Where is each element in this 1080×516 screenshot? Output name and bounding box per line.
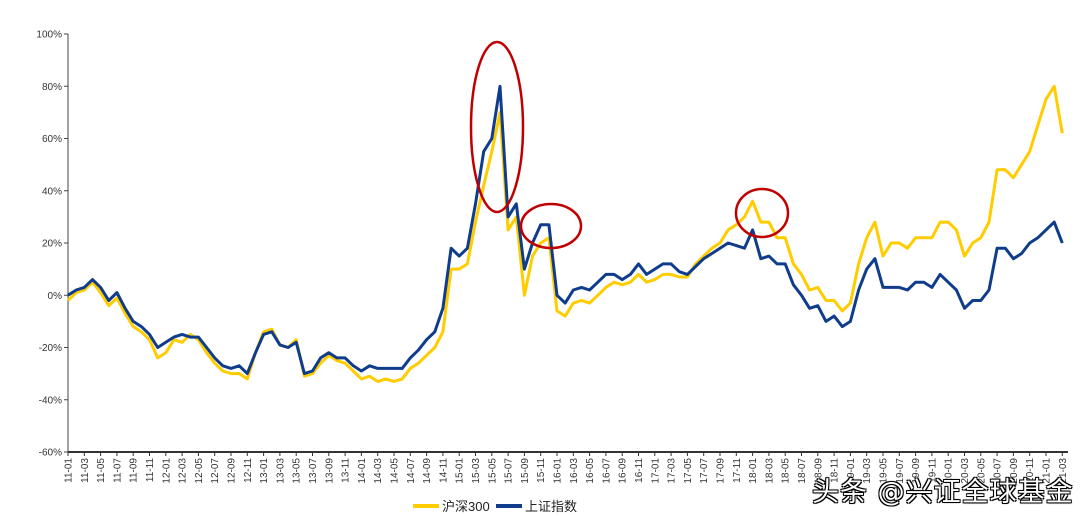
- annotation-ellipse: [734, 187, 790, 239]
- x-tick-label: 16-09: [618, 458, 629, 484]
- x-tick-label: 18-05: [781, 458, 792, 484]
- x-tick-label: 13-05: [292, 458, 303, 484]
- x-tick-label: 20-07: [993, 458, 1004, 484]
- series-line-csi300: [66, 84, 1064, 383]
- x-tick-label: 19-11: [927, 458, 938, 483]
- x-tick-label: 13-11: [341, 458, 352, 483]
- y-tick-label: -20%: [39, 343, 62, 354]
- x-tick-label: 15-07: [504, 458, 515, 484]
- y-tick-label: 0%: [48, 291, 63, 302]
- y-tick-label: 60%: [42, 134, 62, 145]
- legend-item-csi300: 沪深300: [413, 496, 490, 515]
- x-tick-label: 14-03: [373, 458, 384, 484]
- x-tick-label: 12-09: [227, 458, 238, 484]
- x-tick-label: 20-11: [1025, 458, 1036, 483]
- x-tick-label: 18-09: [813, 458, 824, 484]
- x-tick-label: 16-11: [634, 458, 645, 483]
- x-tick-label: 14-07: [406, 458, 417, 484]
- x-tick-label: 12-01: [161, 458, 172, 484]
- x-tick-label: 13-03: [275, 458, 286, 484]
- x-tick-label: 16-03: [569, 458, 580, 484]
- y-tick-label: -60%: [39, 448, 62, 459]
- x-tick-label: 11-05: [96, 458, 107, 483]
- x-tick-label: 13-01: [259, 458, 270, 484]
- legend-label-csi300: 沪深300: [442, 499, 490, 514]
- x-tick-label: 18-07: [797, 458, 808, 484]
- watermark: 头条 @兴证全球基金: [812, 477, 1074, 508]
- x-tick-label: 18-11: [830, 458, 841, 483]
- x-tick-label: 14-05: [390, 458, 401, 484]
- x-tick-label: 19-05: [879, 458, 890, 484]
- legend-swatch-csi300: [413, 503, 439, 508]
- x-tick-label: 15-09: [520, 458, 531, 484]
- x-tick-label: 19-07: [895, 458, 906, 484]
- legend-label-sse: 上证指数: [525, 499, 578, 514]
- x-tick-label: 19-01: [846, 458, 857, 484]
- annotation-ellipse: [519, 202, 583, 250]
- x-tick-label: 12-05: [194, 458, 205, 484]
- x-tick-label: 11-11: [145, 458, 156, 483]
- x-tick-label: 11-09: [129, 458, 140, 483]
- x-tick-label: 17-05: [683, 458, 694, 484]
- x-tick-label: 13-07: [308, 458, 319, 484]
- x-tick-label: 11-03: [80, 458, 91, 483]
- x-tick-label: 11-01: [64, 458, 75, 483]
- y-tick-label: 80%: [42, 82, 62, 93]
- x-tick-label: 17-03: [667, 458, 678, 484]
- x-tick-label: 20-05: [976, 458, 987, 484]
- x-tick-label: 12-11: [243, 458, 254, 483]
- y-tick-label: -40%: [39, 395, 62, 406]
- x-tick-label: 14-09: [422, 458, 433, 484]
- x-tick-label: 19-03: [862, 458, 873, 484]
- x-tick-label: 19-09: [911, 458, 922, 484]
- x-tick-label: 20-09: [1009, 458, 1020, 484]
- x-tick-label: 18-01: [748, 458, 759, 484]
- x-tick-label: 20-03: [960, 458, 971, 484]
- series-line-sse: [67, 84, 1064, 376]
- x-tick-label: 15-11: [536, 458, 547, 483]
- x-tick-label: 13-09: [324, 458, 335, 484]
- x-tick-label: 18-03: [764, 458, 775, 484]
- legend-item-sse: 上证指数: [496, 496, 577, 515]
- x-tick-label: 17-11: [732, 458, 743, 483]
- x-tick-label: 14-01: [357, 458, 368, 484]
- y-tick-label: 40%: [42, 186, 62, 197]
- x-tick-label: 17-09: [716, 458, 727, 484]
- x-tick-label: 17-01: [650, 458, 661, 484]
- x-tick-label: 21-03: [1058, 458, 1069, 484]
- y-tick-label: 20%: [42, 239, 62, 250]
- x-tick-label: 11-07: [112, 458, 123, 483]
- x-tick-label: 14-11: [438, 458, 449, 483]
- x-tick-label: 17-07: [699, 458, 710, 484]
- annotation-ellipse: [469, 40, 525, 214]
- x-tick-label: 12-03: [178, 458, 189, 484]
- x-tick-label: 16-01: [553, 458, 564, 484]
- y-tick-label: 100%: [36, 30, 62, 41]
- x-tick-label: 16-07: [601, 458, 612, 484]
- x-tick-label: 12-07: [210, 458, 221, 484]
- x-tick-label: 16-05: [585, 458, 596, 484]
- x-tick-label: 15-03: [471, 458, 482, 484]
- x-tick-label: 21-01: [1042, 458, 1053, 484]
- x-tick-label: 20-01: [944, 458, 955, 484]
- x-tick-label: 15-01: [455, 458, 466, 484]
- legend-swatch-sse: [496, 503, 522, 508]
- x-tick-label: 15-05: [487, 458, 498, 484]
